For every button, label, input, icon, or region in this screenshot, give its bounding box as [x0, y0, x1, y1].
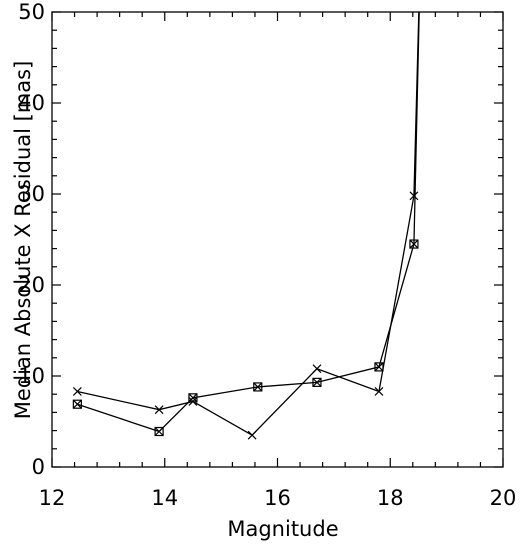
x-marker: [72, 387, 82, 396]
x-tick-label: 18: [377, 486, 404, 510]
series-1-line: [77, 12, 420, 436]
x-axis-title: Magnitude: [227, 517, 338, 541]
x-tick-label: 20: [490, 486, 517, 510]
boxed-x-marker: [188, 393, 198, 403]
y-axis-title: Median Absolute X Residual [mas]: [11, 61, 35, 420]
boxed-x-marker: [374, 362, 384, 372]
boxed-x-marker: [154, 426, 164, 437]
y-tick-label: 20: [18, 273, 45, 297]
marker-box: [253, 382, 263, 392]
marker-cross: [374, 362, 384, 372]
x-marker: [312, 364, 322, 374]
axis-ticks: [51, 11, 504, 468]
marker-cross: [188, 393, 198, 403]
series-group: [72, 12, 420, 440]
marker-box: [188, 393, 198, 403]
marker-box: [312, 377, 322, 387]
marker-cross: [253, 382, 263, 392]
tick-labels: 12 14 16 18 20 0 10 20 30 40 50: [18, 0, 516, 510]
boxed-x-marker: [253, 382, 263, 392]
marker-box: [409, 239, 419, 249]
x-tick-label: 16: [264, 486, 291, 510]
boxed-x-marker: [312, 377, 322, 387]
boxed-x-marker: [72, 399, 82, 409]
x-tick-label: 12: [39, 486, 66, 510]
x-tick-label: 14: [151, 486, 178, 510]
marker-cross: [312, 377, 322, 387]
y-tick-label: 30: [18, 182, 45, 206]
x-marker: [409, 191, 419, 201]
y-tick-label: 10: [18, 364, 45, 388]
boxed-x-marker: [409, 239, 419, 249]
x-marker: [374, 387, 384, 396]
marker-box: [374, 362, 384, 372]
x-marker: [247, 430, 257, 440]
y-tick-label: 0: [32, 455, 45, 479]
x-marker: [154, 405, 164, 415]
marker-cross: [72, 399, 82, 409]
marker-box: [72, 399, 82, 409]
y-tick-label: 50: [18, 0, 45, 24]
marker-cross: [154, 427, 164, 436]
y-tick-label: 40: [18, 91, 45, 115]
marker-cross: [409, 239, 419, 249]
marker-box: [154, 426, 164, 437]
series-2-line: [77, 12, 420, 433]
plot-frame: [51, 11, 504, 468]
